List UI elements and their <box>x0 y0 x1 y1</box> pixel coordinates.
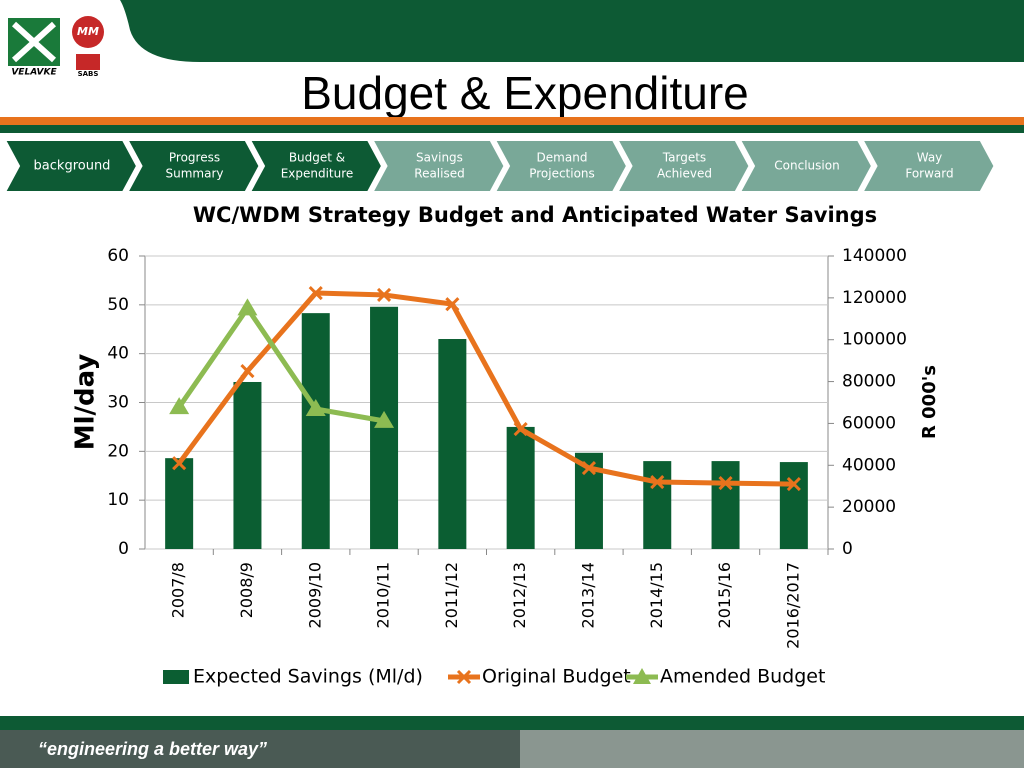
x-tick-label: 2015/16 <box>715 562 734 628</box>
x-tick-label: 2016/2017 <box>783 562 802 649</box>
nav-label: Projections <box>529 167 595 181</box>
nav-chevron <box>860 139 996 193</box>
nav-label: Summary <box>166 167 224 181</box>
stripe-orange <box>0 117 1024 125</box>
y-tick-label: 30 <box>107 393 129 413</box>
logo-left-text: VELAVKE <box>11 68 57 78</box>
nav-chevron <box>615 139 751 193</box>
legend-marker <box>456 669 472 685</box>
y-tick-label: 40 <box>107 344 129 364</box>
y2-tick-label: 20000 <box>842 497 896 517</box>
nav-label: Progress <box>169 151 220 165</box>
y2-tick-label: 80000 <box>842 372 896 392</box>
legend-swatch <box>163 670 189 684</box>
bar <box>233 381 262 549</box>
x-tick-label: 2007/8 <box>169 562 188 618</box>
x-tick-label: 2012/13 <box>510 562 529 628</box>
nav-label: Budget & <box>289 151 345 165</box>
logo-mark-text: MM <box>77 25 99 38</box>
line <box>177 305 385 424</box>
footer-slogan: “engineering a better way” <box>38 739 267 759</box>
x-tick-label: 2008/9 <box>237 562 256 618</box>
y2-axis-label: R 000's <box>919 365 940 439</box>
nav-bar: background Progress Summary Budget & Expendi… <box>3 139 996 193</box>
nav-chevron <box>3 139 139 193</box>
y2-tick-label: 0 <box>842 539 853 559</box>
y-axis-label: Ml/day <box>71 354 101 451</box>
bar <box>438 339 467 549</box>
y2-tick-label: 140000 <box>842 246 907 266</box>
line-marker <box>172 456 187 471</box>
footer-image-right <box>520 730 1024 768</box>
legend-label: Amended Budget <box>660 666 825 688</box>
line-marker <box>169 397 190 415</box>
x-tick-label: 2014/15 <box>647 562 666 628</box>
line <box>177 290 794 487</box>
nav-chevron <box>248 139 384 193</box>
y-tick-label: 20 <box>107 441 129 461</box>
y2-tick-label: 40000 <box>842 455 896 475</box>
line-marker <box>581 460 597 476</box>
nav-label: Savings <box>416 151 463 165</box>
y2-tick-label: 60000 <box>842 413 896 433</box>
nav-label: Expenditure <box>281 167 354 181</box>
line-marker <box>308 285 323 301</box>
logo-right-box <box>76 54 100 70</box>
chart: WC/WDM Strategy Budget and Anticipated W… <box>71 203 941 688</box>
logo-right-text: SABS <box>78 70 99 78</box>
header-band <box>120 0 1024 62</box>
line-marker <box>650 474 665 490</box>
legend-label: Expected Savings (Ml/d) <box>193 666 423 688</box>
line-marker <box>240 364 255 379</box>
bar <box>643 461 672 549</box>
nav-chevron <box>493 139 629 193</box>
legend-label: Original Budget <box>482 666 631 688</box>
y-tick-label: 60 <box>107 246 129 266</box>
nav-label: Achieved <box>657 167 712 181</box>
line-marker <box>513 422 528 437</box>
x-tick-label: 2009/10 <box>305 562 324 628</box>
x-tick-label: 2010/11 <box>374 562 393 628</box>
line-marker <box>305 398 326 416</box>
y2-tick-label: 100000 <box>842 330 907 350</box>
nav-label: Demand <box>537 151 588 165</box>
logo-right-circle <box>72 16 104 48</box>
logo-left-mark <box>11 21 57 63</box>
nav-chevron <box>125 139 261 193</box>
y-tick-label: 0 <box>118 539 129 559</box>
slide-title: Budget & Expenditure <box>301 67 749 119</box>
bar <box>301 313 330 549</box>
line-marker <box>237 298 258 316</box>
nav-label: background <box>34 159 111 174</box>
chart-title: WC/WDM Strategy Budget and Anticipated W… <box>193 203 877 227</box>
nav-chevron <box>738 139 874 193</box>
nav-label: Targets <box>662 151 706 165</box>
x-tick-label: 2011/12 <box>442 562 461 628</box>
nav-label: Forward <box>905 167 953 181</box>
line-marker <box>786 477 801 492</box>
bar <box>779 462 808 549</box>
nav-chevron <box>370 139 506 193</box>
footer-band <box>0 716 1024 730</box>
line-marker <box>445 297 460 312</box>
x-tick-label: 2013/14 <box>578 562 597 628</box>
nav-label: Way <box>917 151 943 165</box>
y-tick-label: 10 <box>107 490 129 510</box>
bar <box>711 461 740 549</box>
legend-marker <box>633 668 651 684</box>
nav-label: Realised <box>414 167 464 181</box>
nav-label: Conclusion <box>774 159 839 173</box>
line-marker <box>374 410 395 428</box>
y-tick-label: 50 <box>107 295 129 315</box>
bar <box>506 426 535 549</box>
bar <box>165 458 194 549</box>
stripe-green <box>0 125 1024 133</box>
line-marker <box>376 287 392 302</box>
line-marker <box>718 476 733 491</box>
y2-tick-label: 120000 <box>842 288 907 308</box>
